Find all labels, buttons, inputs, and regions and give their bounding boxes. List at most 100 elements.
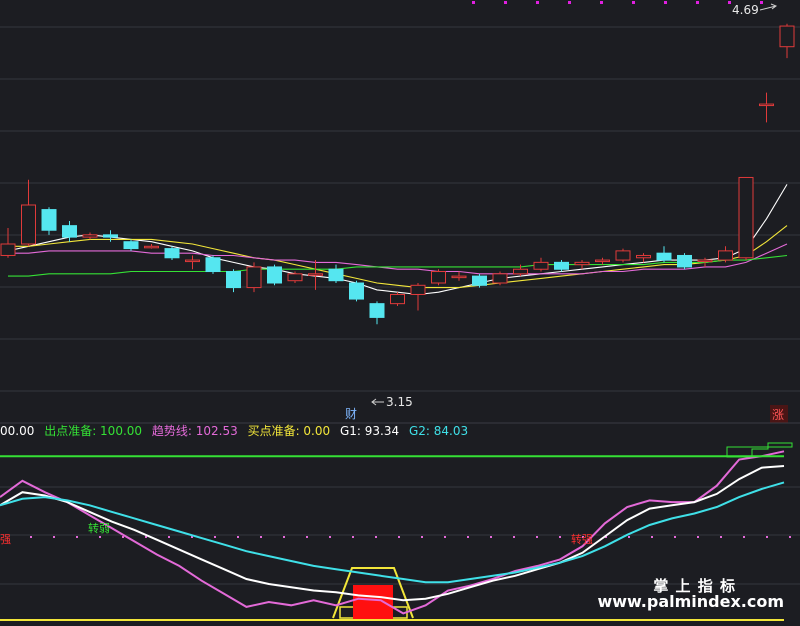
- signal-dot: [30, 536, 32, 538]
- candle-up: [513, 268, 528, 275]
- signal-dot: [789, 536, 791, 538]
- signal-dot: [628, 536, 630, 538]
- candle-down: [349, 282, 364, 300]
- ma-line: [8, 254, 788, 277]
- indicator-line: [0, 481, 785, 584]
- low-price-label: 3.15: [386, 395, 413, 409]
- tag-strong-left: 强: [0, 533, 11, 546]
- signal-dot: [306, 536, 308, 538]
- candle-up: [185, 259, 200, 263]
- signal-dot: [697, 536, 699, 538]
- candle-up: [718, 250, 733, 261]
- candle-down: [226, 271, 241, 289]
- watermark-url: www.palmindex.com: [597, 592, 784, 611]
- marker-dot: [472, 1, 475, 4]
- signal-dot: [467, 536, 469, 538]
- signal-dot: [766, 536, 768, 538]
- buy-signal-block: [353, 585, 393, 620]
- candle-down: [472, 275, 487, 286]
- signal-dot: [260, 536, 262, 538]
- signal-dot: [513, 536, 515, 538]
- limit-badge: 涨: [772, 407, 784, 422]
- candle-up: [21, 204, 36, 245]
- candle-down: [554, 261, 569, 270]
- candle-down: [677, 254, 692, 268]
- marker-dot: [728, 1, 731, 4]
- marker-dot: [600, 1, 603, 4]
- candle-up: [410, 284, 426, 295]
- candle-up: [492, 273, 508, 284]
- signal-dot: [237, 536, 239, 538]
- candlestick-series: [0, 23, 795, 325]
- signal-dot: [53, 536, 55, 538]
- legend-trend-line: 趋势线: 102.53: [152, 424, 238, 438]
- candle-up: [390, 293, 405, 305]
- candle-up: [308, 273, 323, 276]
- watermark-title: 掌 上 指 标: [653, 577, 736, 595]
- tag-turn-weak: 转弱: [88, 521, 110, 535]
- high-price-label: 4.69: [732, 3, 759, 17]
- candle-up: [574, 261, 590, 266]
- legend-buy-prep: 买点准备: 0.00: [248, 424, 331, 438]
- marker-dot: [504, 1, 507, 4]
- signal-dot: [444, 536, 446, 538]
- candle-up: [0, 243, 16, 256]
- legend-g2: G2: 84.03: [409, 424, 468, 438]
- legend-sell-prep: 出点准备: 100.00: [44, 424, 142, 438]
- limit-badge-bg: [770, 405, 788, 423]
- marker-dot: [664, 1, 667, 4]
- signal-dot: [145, 536, 147, 538]
- price-grid: [0, 26, 800, 392]
- candle-up: [738, 176, 754, 259]
- candle-up: [144, 245, 159, 249]
- candle-down: [41, 209, 57, 231]
- marker-dot: [696, 1, 699, 4]
- signal-dot: [651, 536, 653, 538]
- candle-down: [267, 266, 282, 284]
- candle-up: [595, 259, 610, 263]
- signal-dot: [168, 536, 170, 538]
- legend-g1: G1: 93.34: [340, 424, 399, 438]
- signal-dot: [674, 536, 676, 538]
- signal-dot: [375, 536, 377, 538]
- candle-up: [451, 275, 467, 279]
- candle-up: [697, 259, 713, 263]
- indicator-lines: [0, 450, 785, 621]
- candle-up: [779, 25, 795, 48]
- marker-dot: [536, 1, 539, 4]
- candle-up: [615, 250, 631, 261]
- candle-down: [205, 257, 221, 273]
- signal-dot: [352, 536, 354, 538]
- signal-dot: [720, 536, 722, 538]
- marker-dot: [760, 1, 763, 4]
- signal-dot: [605, 536, 607, 538]
- signal-dot: [191, 536, 193, 538]
- ma-line: [8, 243, 788, 275]
- signal-dot: [122, 536, 124, 538]
- candle-up: [431, 271, 446, 284]
- signal-dot: [743, 536, 745, 538]
- indicator-line: [0, 450, 785, 615]
- candle-down: [656, 252, 672, 261]
- low-arrow-icon: [371, 398, 384, 406]
- signal-dot: [421, 536, 423, 538]
- sell-zone-marker: [726, 442, 793, 458]
- candle-up: [82, 234, 98, 238]
- marker-dot: [568, 1, 571, 4]
- signal-dot: [559, 536, 561, 538]
- candle-up: [246, 266, 262, 289]
- candle-up: [287, 273, 303, 282]
- signal-dot: [398, 536, 400, 538]
- ma-line: [8, 225, 788, 289]
- signal-dot: [76, 536, 78, 538]
- top-dot-markers: [472, 1, 763, 4]
- signal-dot: [490, 536, 492, 538]
- legend-base: 00.00: [0, 424, 34, 438]
- signal-dot: [99, 536, 101, 538]
- candle-up: [533, 261, 549, 270]
- moving-average-lines: [7, 184, 788, 296]
- candle-down: [328, 268, 344, 282]
- indicator-dot-row: [30, 536, 791, 538]
